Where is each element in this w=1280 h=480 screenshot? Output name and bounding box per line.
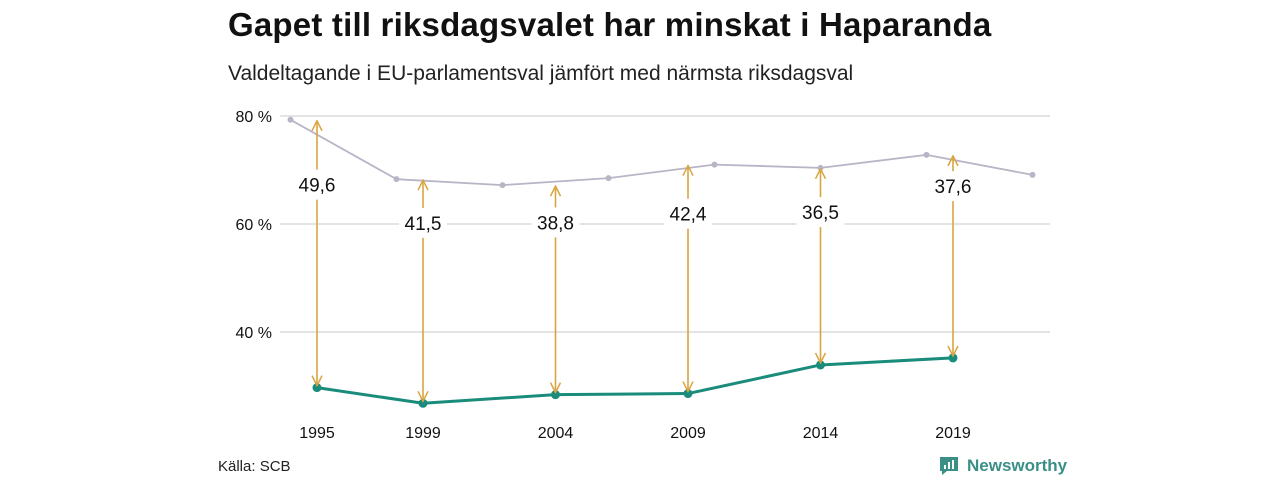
y-tick-label: 80 %: [236, 109, 272, 126]
gap-label: 37,6: [935, 177, 972, 198]
gap-label-bg: [929, 171, 977, 202]
x-tick-label: 2009: [670, 425, 706, 442]
data-point: [1029, 171, 1036, 178]
gap-label-bg: [399, 207, 447, 238]
y-tick-label: 40 %: [236, 325, 272, 342]
gap-label: 41,5: [405, 214, 442, 235]
gap-label-bg: [531, 207, 580, 238]
y-tick-label: 60 %: [236, 217, 272, 234]
data-point: [393, 176, 400, 183]
gap-label: 38,8: [537, 213, 574, 234]
data-point: [287, 116, 294, 123]
data-point: [711, 161, 718, 168]
gap-label: 42,4: [670, 205, 707, 226]
series-line: [316, 356, 954, 405]
series-line: [290, 118, 1033, 187]
data-point: [499, 182, 506, 189]
gap-label-bg: [293, 169, 341, 200]
brand-name: Newsworthy: [967, 456, 1068, 475]
x-tick-label: 2004: [538, 425, 574, 442]
x-tick-label: 2019: [935, 425, 971, 442]
chart-subtitle: Valdeltagande i EU-parlamentsval jämfört…: [228, 62, 854, 85]
chart-title: Gapet till riksdagsvalet har minskat i H…: [228, 6, 992, 43]
newsworthy-logo-icon: [940, 457, 958, 475]
gap-label: 36,5: [802, 203, 839, 224]
data-point: [605, 175, 612, 182]
gap-label-bg: [796, 197, 845, 228]
gap-label-bg: [664, 198, 712, 229]
x-tick-label: 2014: [803, 425, 839, 442]
source-note: Källa: SCB: [218, 458, 291, 475]
data-point: [923, 151, 930, 158]
x-tick-label: 1999: [405, 425, 441, 442]
brand-logo: Newsworthy: [938, 455, 1067, 477]
gap-label: 49,6: [299, 176, 336, 197]
x-tick-label: 1995: [299, 425, 335, 442]
